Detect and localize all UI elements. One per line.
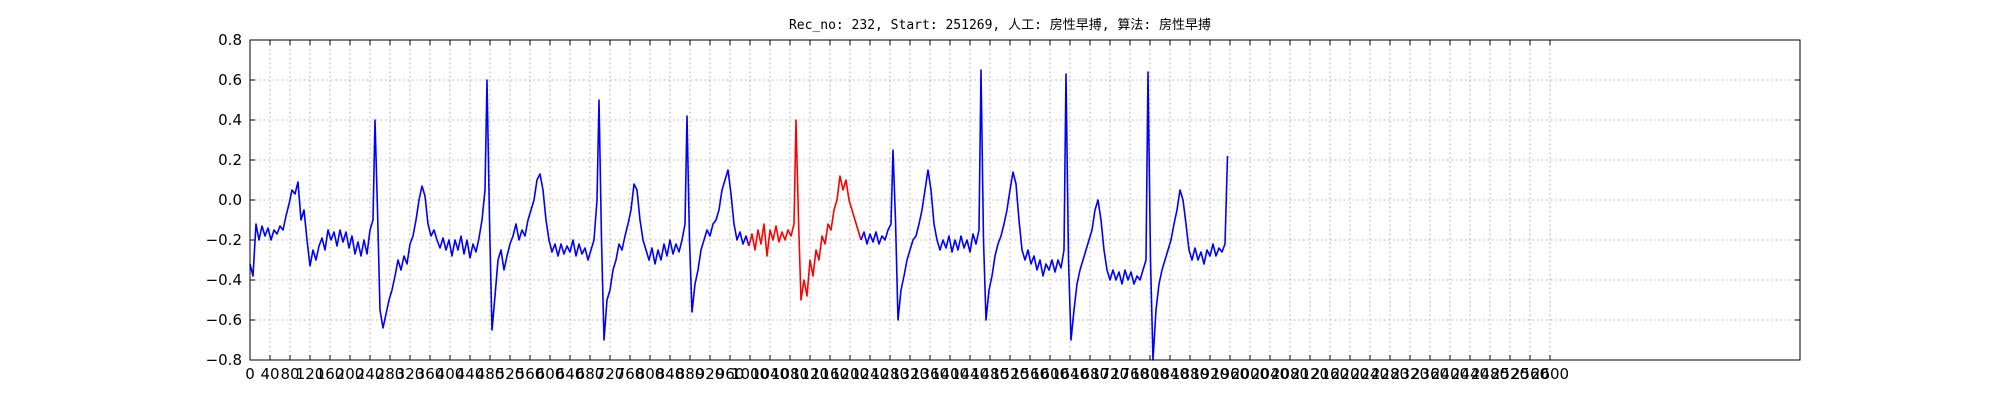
x-tick-label: 1000 <box>731 365 769 383</box>
series-line-before <box>249 79 750 341</box>
x-tick-label: 2320 <box>1391 365 1429 383</box>
x-tick-label: 1920 <box>1191 365 1229 383</box>
x-tick-label: 1640 <box>1051 365 1089 383</box>
x-tick-label: 2240 <box>1351 365 1389 383</box>
x-tick-label: 520 <box>496 365 525 383</box>
x-tick-label: 1960 <box>1211 365 1249 383</box>
x-tick-label: 1880 <box>1171 365 1209 383</box>
y-tick-label: −0.4 <box>206 271 242 289</box>
y-tick-label: −0.6 <box>206 311 242 329</box>
x-tick-label: 1360 <box>911 365 949 383</box>
x-tick-label: 840 <box>656 365 685 383</box>
x-tick-label: 1520 <box>991 365 1029 383</box>
x-tick-label: 760 <box>616 365 645 383</box>
x-tick-label: 1400 <box>931 365 969 383</box>
x-tick-label: 1720 <box>1091 365 1129 383</box>
x-tick-label: 2160 <box>1311 365 1349 383</box>
x-tick-label: 2520 <box>1491 365 1529 383</box>
x-tick-label: 1600 <box>1031 365 1069 383</box>
x-tick-label: 880 <box>676 365 705 383</box>
x-tick-label: 1840 <box>1151 365 1189 383</box>
chart-title: Rec_no: 232, Start: 251269, 人工: 房性早搏, 算法… <box>789 17 1211 33</box>
x-tick-label: 720 <box>596 365 625 383</box>
x-tick-label: 1240 <box>851 365 889 383</box>
x-axis: 0 40 8012016020024028032036040044048052056… <box>245 40 1569 383</box>
x-tick-label: 2440 <box>1451 365 1489 383</box>
series-line-highlighted_beat <box>748 119 862 301</box>
x-tick-label: 120 <box>296 365 325 383</box>
x-tick-label: 600 <box>536 365 565 383</box>
x-tick-label: 1560 <box>1011 365 1049 383</box>
x-tick-label: 2600 <box>1531 365 1569 383</box>
x-tick-label: 280 <box>376 365 405 383</box>
series-line-after <box>860 69 1229 361</box>
x-tick-label: 920 <box>696 365 725 383</box>
x-tick-label: 1680 <box>1071 365 1109 383</box>
x-tick-label: 1440 <box>951 365 989 383</box>
y-tick-label: 0.8 <box>218 31 242 49</box>
x-tick-label: 960 <box>716 365 745 383</box>
x-tick-label: 2360 <box>1411 365 1449 383</box>
y-axis: −0.8 −0.6 −0.4 −0.2 0.0 0.2 0.4 0.6 0.8 <box>206 31 1800 369</box>
x-tick-label: 480 <box>476 365 505 383</box>
y-tick-label: −0.2 <box>206 231 242 249</box>
grid-lines <box>249 39 1800 361</box>
y-tick-label: 0.0 <box>218 191 242 209</box>
x-tick-label: 200 <box>336 365 365 383</box>
x-tick-label: 320 <box>396 365 425 383</box>
x-tick-label: 1320 <box>891 365 929 383</box>
x-tick-label: 2080 <box>1271 365 1309 383</box>
x-tick-label: 680 <box>576 365 605 383</box>
x-tick-label: 240 <box>356 365 385 383</box>
y-tick-label: 0.4 <box>218 111 242 129</box>
x-tick-label: 400 <box>436 365 465 383</box>
x-tick-label: 2000 <box>1231 365 1269 383</box>
x-tick-label: 1800 <box>1131 365 1169 383</box>
x-tick-label: 40 <box>260 365 279 383</box>
x-tick-label: 2200 <box>1331 365 1369 383</box>
x-tick-label: 2040 <box>1251 365 1289 383</box>
x-tick-label: 640 <box>556 365 585 383</box>
x-tick-label: 0 <box>245 365 255 383</box>
x-tick-label: 1480 <box>971 365 1009 383</box>
x-tick-label: 800 <box>636 365 665 383</box>
x-tick-label: 1040 <box>751 365 789 383</box>
y-tick-label: 0.6 <box>218 71 242 89</box>
x-tick-label: 1080 <box>771 365 809 383</box>
x-tick-label: 1280 <box>871 365 909 383</box>
x-tick-label: 80 <box>280 365 299 383</box>
x-tick-label: 160 <box>316 365 345 383</box>
ecg-series <box>249 69 1229 361</box>
x-tick-label: 2560 <box>1511 365 1549 383</box>
x-tick-label: 1160 <box>811 365 849 383</box>
x-tick-label: 360 <box>416 365 445 383</box>
x-tick-label: 1760 <box>1111 365 1149 383</box>
x-tick-label: 1120 <box>791 365 829 383</box>
x-tick-label: 2480 <box>1471 365 1509 383</box>
x-tick-label: 1200 <box>831 365 869 383</box>
x-tick-label: 2280 <box>1371 365 1409 383</box>
x-tick-label: 560 <box>516 365 545 383</box>
x-tick-label: 440 <box>456 365 485 383</box>
x-tick-label: 2400 <box>1431 365 1469 383</box>
y-tick-label: −0.8 <box>206 351 242 369</box>
x-tick-label: 2120 <box>1291 365 1329 383</box>
y-tick-label: 0.2 <box>218 151 242 169</box>
